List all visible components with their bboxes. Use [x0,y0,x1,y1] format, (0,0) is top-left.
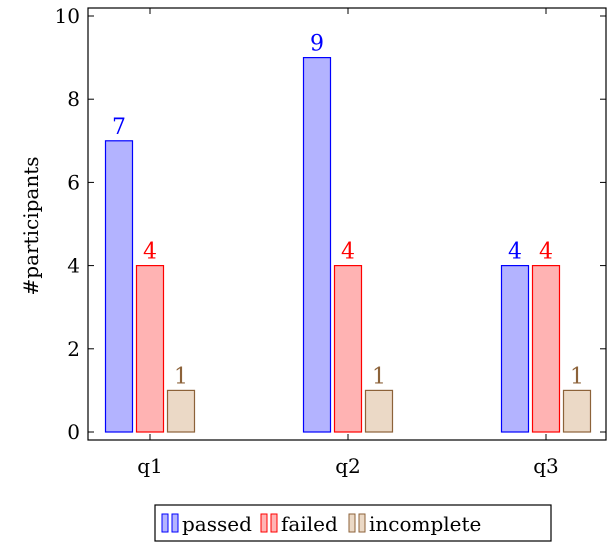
plot-frame [87,7,607,441]
legend-swatch-incomplete [348,513,356,533]
y-tick-label: 4 [67,254,80,278]
bar-passed-q3 [500,265,530,433]
legend-swatch-failed-2 [270,513,278,533]
data-label-failed-q3: 4 [539,240,553,265]
x-tick-label-q2: q2 [335,454,361,478]
y-tick-label: 2 [67,337,80,361]
bar-failed-q2 [333,265,363,433]
y-tick-label: 8 [67,87,80,111]
bar-passed-q2 [302,56,332,433]
data-label-passed-q3: 4 [508,240,522,265]
legend-label-failed: failed [281,512,338,536]
data-label-incomplete-q2: 1 [372,364,386,389]
bars [104,56,592,433]
data-label-passed-q1: 7 [112,115,126,140]
data-label-incomplete-q1: 1 [174,364,188,389]
bar-failed-q1 [135,265,165,433]
data-label-failed-q2: 4 [341,240,355,265]
legend-swatch-passed-2 [171,513,179,533]
legend-swatch-failed [260,513,268,533]
y-axis-label: #participants [19,157,43,296]
legend-swatch-incomplete-2 [358,513,366,533]
axes: 0 2 4 6 8 10 q1 q2 q3 [55,4,607,478]
data-label-failed-q1: 4 [143,240,157,265]
bar-incomplete-q1 [166,389,196,433]
legend-label-incomplete: incomplete [369,512,481,536]
bar-passed-q1 [104,140,134,433]
x-tick-label-q1: q1 [137,454,163,478]
bar-incomplete-q2 [364,389,394,433]
y-tick-label: 10 [55,4,80,28]
bar-incomplete-q3 [562,389,592,433]
legend-swatch-passed [161,513,169,533]
legend-label-passed: passed [182,512,252,536]
bar-failed-q3 [531,265,561,433]
data-label-passed-q2: 9 [310,32,324,57]
data-label-incomplete-q3: 1 [570,364,584,389]
legend: passed failed incomplete [154,504,552,542]
x-tick-label-q3: q3 [533,454,559,478]
y-tick-label: 6 [67,170,80,194]
y-tick-label: 0 [67,420,80,444]
